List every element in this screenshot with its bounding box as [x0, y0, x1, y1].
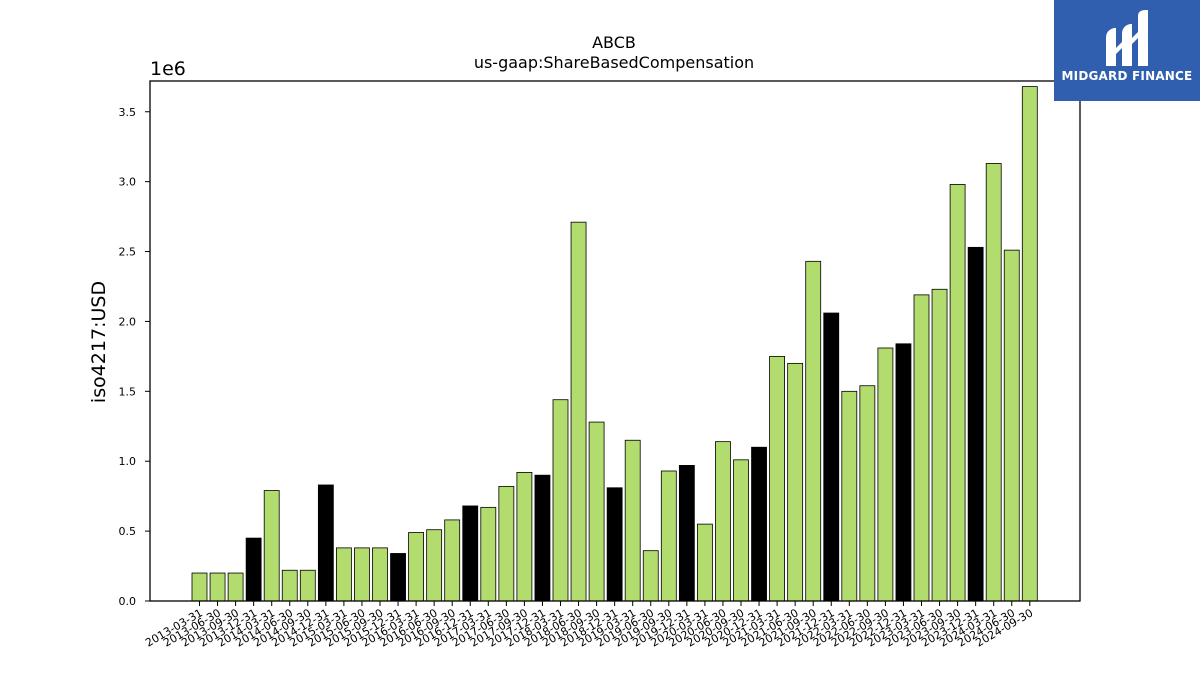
y-tick-label: 1.5: [119, 385, 137, 398]
bar-2019-03-31: [624, 439, 641, 602]
bar-2014-12-31: [317, 484, 334, 602]
bar-2021-06-30: [787, 362, 804, 602]
y-tick-label: 2.0: [119, 315, 137, 328]
bar-2023-06-30: [931, 288, 948, 602]
bar-2023-03-31: [913, 294, 930, 602]
bar-2013-12-31: [245, 537, 262, 602]
bar-2018-03-31: [552, 399, 569, 602]
bar-2018-06-30: [570, 221, 587, 602]
bar-2020-06-30: [715, 441, 731, 602]
bar-2024-03-31: [985, 163, 1002, 602]
bar-2022-03-31: [841, 390, 858, 602]
chart-subtitle: us-gaap:ShareBasedCompensation: [474, 53, 754, 72]
bar-2020-09-30: [733, 459, 749, 602]
bar-2015-12-31: [390, 553, 406, 602]
bar-2014-06-30: [281, 569, 298, 602]
y-axis-label: iso4217:USD: [88, 281, 110, 403]
chart-title: ABCB: [592, 33, 636, 52]
bar-2017-06-30: [498, 485, 515, 602]
bar-2021-09-30: [805, 260, 822, 602]
bar-2015-09-30: [372, 547, 388, 602]
bar-2018-09-30: [588, 421, 605, 602]
bars-layer: [191, 86, 1038, 602]
bar-2014-09-30: [299, 569, 316, 602]
logo-text: MIDGARD FINANCE: [1061, 69, 1193, 83]
bar-2024-06-30: [1003, 249, 1020, 602]
x-axis-ticks: 2013-03-312013-06-302013-09-302013-12-31…: [143, 601, 1035, 650]
bar-2013-09-30: [227, 572, 244, 602]
y-tick-label: 3.0: [119, 176, 137, 189]
bar-2017-03-31: [480, 506, 497, 602]
bar-2015-03-31: [335, 547, 352, 602]
bar-2018-12-31: [606, 487, 623, 602]
bar-2023-12-31: [967, 246, 984, 602]
bar-2014-03-31: [263, 490, 280, 602]
bar-2022-06-30: [859, 385, 876, 602]
bar-2016-09-30: [444, 519, 461, 602]
bar-2024-09-30: [1021, 86, 1038, 602]
bar-2017-09-30: [516, 471, 533, 602]
bar-2016-03-31: [408, 532, 425, 602]
bar-2019-06-30: [642, 550, 659, 602]
bar-2021-12-31: [823, 312, 840, 602]
y-tick-label: 0.5: [119, 525, 137, 538]
bar-2022-09-30: [877, 347, 894, 602]
bar-2017-12-31: [534, 474, 551, 602]
bar-2022-12-31: [895, 343, 912, 602]
bar-2019-09-30: [660, 470, 677, 602]
bar-2016-06-30: [426, 529, 443, 602]
plot-frame: [149, 80, 1081, 602]
bar-2020-12-31: [751, 446, 767, 602]
y-axis-ticks: 0.0 0.5 1.0 1.5 2.0 2.5 3.0 3.5: [119, 106, 150, 608]
bar-2013-06-30: [209, 572, 226, 602]
y-tick-label: 1.0: [119, 455, 137, 468]
y-tick-label: 0.0: [119, 595, 137, 608]
y-tick-label: 3.5: [119, 106, 137, 119]
bar-2015-06-30: [354, 547, 370, 602]
midgard-logo-icon: [1106, 10, 1148, 66]
bar-2020-03-31: [697, 523, 713, 602]
bar-2016-12-31: [462, 505, 479, 602]
y-tick-label: 2.5: [119, 246, 137, 259]
bar-2021-03-31: [769, 355, 785, 602]
bar-2013-03-31: [191, 572, 208, 602]
midgard-finance-logo: MIDGARD FINANCE: [1054, 0, 1200, 101]
bar-2023-09-30: [949, 184, 966, 602]
bar-2019-12-31: [678, 465, 695, 602]
y-axis-scale-label: 1e6: [150, 58, 186, 80]
